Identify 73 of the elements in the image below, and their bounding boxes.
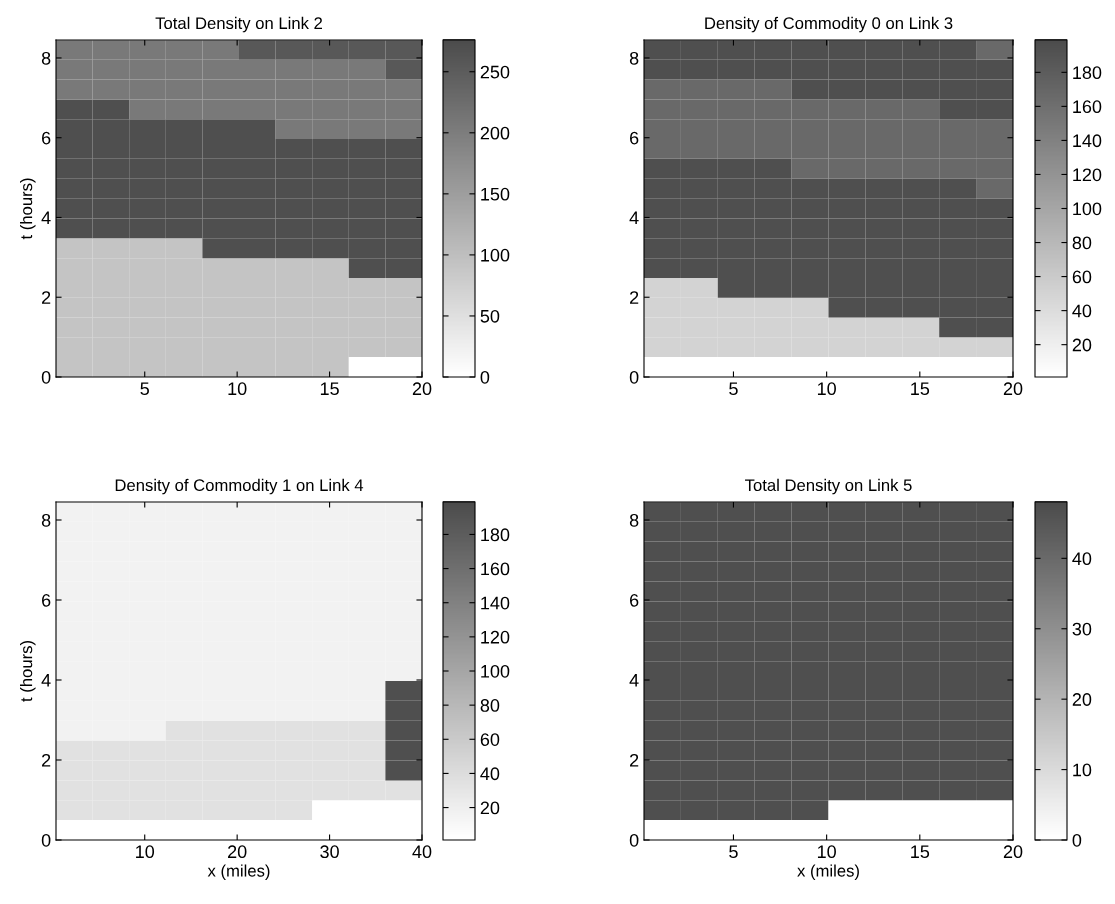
color-bar-label: 160 xyxy=(1073,100,1102,114)
y-tick-label: 2 xyxy=(630,291,639,304)
color-bar-label: 160 xyxy=(481,562,510,576)
color-bar-label: 80 xyxy=(1072,236,1092,250)
chart-title: Density of Commodity 0 on Link 3 xyxy=(705,16,953,33)
y-tick-label: 0 xyxy=(629,833,639,847)
y-tick-label: 0 xyxy=(629,370,639,384)
chart-title: Total Density on Link 2 xyxy=(155,16,323,33)
x-tick-label: 20 xyxy=(1003,382,1023,396)
y-tick-label: 0 xyxy=(41,370,51,384)
x-tick-label: 30 xyxy=(320,845,339,859)
y-tick-label: 8 xyxy=(629,513,639,527)
y-tick-label: 4 xyxy=(41,211,51,225)
color-bar-label: 40 xyxy=(1072,304,1092,318)
color-bar-label: 200 xyxy=(480,126,510,140)
color-bar-label: 20 xyxy=(1072,338,1092,352)
color-bar-label: 0 xyxy=(1072,833,1082,847)
color-bar-label: 180 xyxy=(481,528,510,542)
color-bar-label: 20 xyxy=(1072,693,1092,706)
x-tick-label: 10 xyxy=(817,382,836,396)
color-bar-label: 250 xyxy=(480,65,510,79)
color-bar-label: 140 xyxy=(481,596,510,610)
color-bar-label: 80 xyxy=(480,699,500,712)
color-bar-label: 0 xyxy=(480,370,490,384)
x-tick-label: 15 xyxy=(911,845,930,859)
x-tick-label: 15 xyxy=(320,382,339,396)
x-tick-label: 5 xyxy=(729,845,738,859)
y-axis-title: t (hours) xyxy=(20,178,36,240)
color-bar-label: 60 xyxy=(1072,270,1092,284)
x-tick-label: 10 xyxy=(817,845,836,859)
y-tick-label: 8 xyxy=(41,513,51,527)
color-bar-label: 120 xyxy=(1073,168,1102,182)
y-tick-label: 4 xyxy=(41,674,51,687)
color-bar-label: 150 xyxy=(481,187,510,201)
y-tick-label: 2 xyxy=(42,753,51,767)
x-tick-label: 5 xyxy=(729,382,738,396)
y-tick-label: 4 xyxy=(629,674,639,687)
color-bar-label: 100 xyxy=(481,664,510,678)
x-tick-label: 5 xyxy=(140,382,149,396)
y-tick-label: 6 xyxy=(42,131,51,145)
color-bar-label: 180 xyxy=(1073,66,1102,80)
y-tick-label: 0 xyxy=(41,833,51,847)
x-tick-label: 15 xyxy=(911,382,930,396)
color-bar-label: 60 xyxy=(480,733,500,746)
y-tick-label: 6 xyxy=(630,131,639,145)
color-bar-label: 10 xyxy=(1073,763,1092,777)
chart-title: Total Density on Link 5 xyxy=(745,478,912,495)
chart-title: Density of Commodity 1 on Link 4 xyxy=(115,478,364,495)
color-bar-label: 30 xyxy=(1072,622,1092,636)
color-bar-label: 120 xyxy=(481,630,510,644)
x-tick-label: 20 xyxy=(1003,845,1023,859)
x-tick-label: 20 xyxy=(412,382,432,396)
y-axis-title: t (hours) xyxy=(20,641,36,702)
y-tick-label: 2 xyxy=(42,291,51,304)
x-axis-title: x (miles) xyxy=(207,864,270,880)
y-tick-label: 6 xyxy=(42,593,51,607)
color-bar-label: 100 xyxy=(481,248,510,262)
x-tick-label: 10 xyxy=(228,382,247,396)
color-bar-label: 40 xyxy=(1072,552,1092,566)
y-tick-label: 6 xyxy=(630,593,639,607)
x-tick-label: 40 xyxy=(412,845,432,859)
x-axis-title: x (miles) xyxy=(797,864,859,880)
color-bar-label: 140 xyxy=(1073,134,1102,148)
color-bar-label: 20 xyxy=(480,801,500,815)
color-bar-label: 50 xyxy=(480,309,500,323)
color-bar-label: 100 xyxy=(1073,202,1102,216)
color-bar-label: 40 xyxy=(480,767,500,781)
y-tick-label: 4 xyxy=(629,211,639,225)
x-tick-label: 20 xyxy=(228,845,247,859)
y-tick-label: 2 xyxy=(630,753,639,767)
y-tick-label: 8 xyxy=(629,51,639,65)
y-tick-label: 8 xyxy=(41,51,51,65)
x-tick-label: 10 xyxy=(136,845,155,859)
